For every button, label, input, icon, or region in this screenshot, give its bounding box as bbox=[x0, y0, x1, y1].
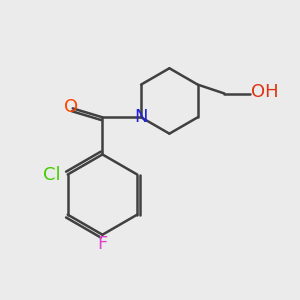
Text: O: O bbox=[64, 98, 78, 116]
Text: F: F bbox=[97, 235, 108, 253]
Text: N: N bbox=[134, 108, 148, 126]
Text: Cl: Cl bbox=[43, 166, 60, 184]
Text: OH: OH bbox=[251, 83, 279, 101]
